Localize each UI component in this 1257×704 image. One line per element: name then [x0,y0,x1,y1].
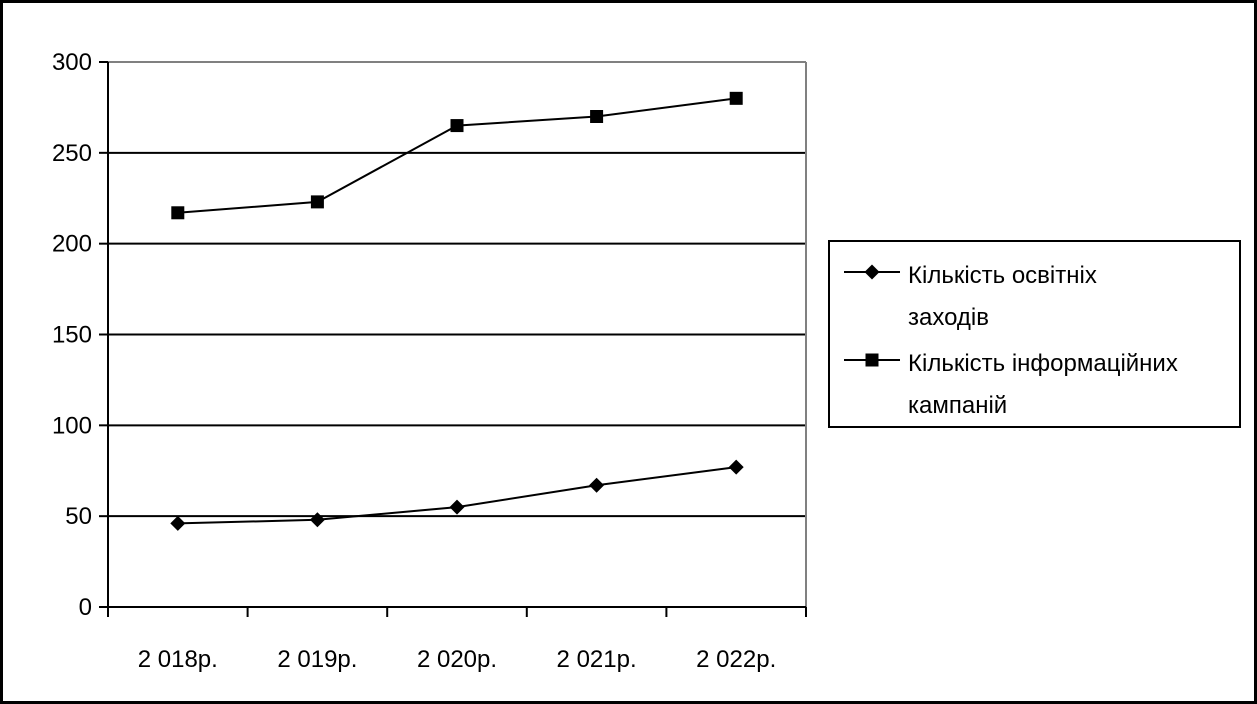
series-1-point [728,459,744,475]
y-tick-label: 0 [79,594,92,621]
y-tick-label: 100 [52,412,92,439]
series-1-point [309,512,325,528]
series-2-point [590,110,604,123]
y-tick-label: 150 [52,322,92,349]
y-tick-label: 200 [52,231,92,258]
series-1-point [449,499,465,515]
series-1-point [589,477,605,493]
legend-label-1: заходів [908,304,989,331]
x-tick-label: 2 020р. [417,646,497,673]
legend-label-2: Кількість інформаційних [908,350,1178,377]
x-tick-label: 2 019р. [277,646,357,673]
legend: Кількість освітніх заходів Кількість інфор… [828,240,1241,428]
legend-marker-1 [864,264,880,280]
series-1-point [170,515,186,531]
legend-label-2: кампаній [908,392,1007,419]
series-2-point [729,91,743,105]
series-2-point [450,119,464,133]
y-tick-label: 250 [52,140,92,167]
legend-label-1: Кількість освітніх [908,262,1097,289]
x-tick-label: 2 018р. [138,646,218,673]
plot-area: 0 50 100 150 200 250 300 2 018р. 2 019р. 2 020р. 2… [52,49,807,673]
x-tick-label: 2 021р. [557,646,637,673]
y-tick-label: 300 [52,49,92,76]
series-2-point [171,206,185,220]
legend-marker-2 [865,353,879,367]
x-tick-label: 2 022р. [696,646,776,673]
y-tick-label: 50 [65,503,92,530]
series-2-point [310,195,324,209]
